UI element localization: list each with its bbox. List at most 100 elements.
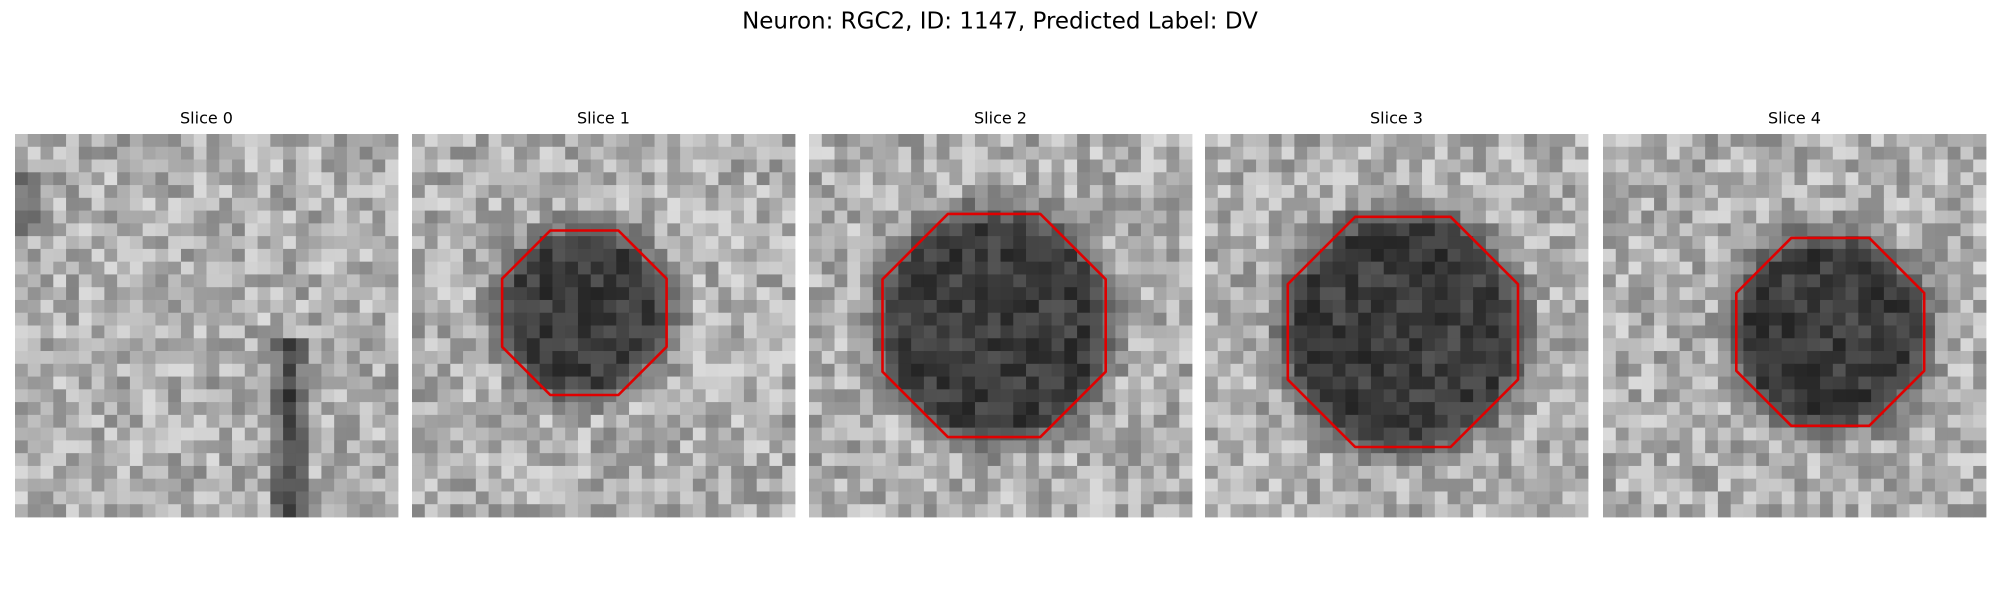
pixel [27, 465, 41, 480]
pixel [155, 185, 169, 199]
contour [1735, 236, 1926, 428]
pixel [1498, 402, 1512, 416]
pixel [450, 504, 464, 518]
pixel [974, 274, 989, 288]
pixel [629, 440, 643, 454]
pixel [1536, 197, 1551, 211]
pixel [321, 376, 335, 390]
pixel [155, 376, 169, 390]
pixel [1641, 325, 1655, 339]
pixel [1281, 465, 1295, 480]
panel-title: Slice 1 [577, 109, 630, 128]
pixel [731, 197, 745, 211]
pixel [15, 440, 29, 454]
pixel [809, 172, 823, 186]
pixel [1743, 414, 1757, 429]
pixel [1692, 491, 1706, 505]
pixel [1460, 287, 1474, 301]
pixel [769, 223, 783, 237]
pixel [1756, 427, 1770, 441]
pixel [1345, 414, 1359, 429]
pixel [526, 312, 541, 326]
pixel [1717, 299, 1732, 314]
pixel [1832, 274, 1846, 288]
pixel [1217, 299, 1231, 314]
pixel [1038, 363, 1052, 377]
pixel [898, 478, 912, 492]
pixel [232, 223, 246, 237]
pixel [1179, 504, 1193, 518]
pixel [1909, 363, 1923, 377]
pixel [1358, 146, 1372, 160]
pixel [526, 159, 541, 173]
pixel [654, 185, 668, 199]
pixel [1730, 478, 1744, 492]
pixel [1370, 504, 1385, 518]
pixel [1524, 453, 1538, 467]
pixel [27, 427, 41, 441]
pixel [821, 325, 835, 339]
pixel [1153, 287, 1167, 301]
pixel [1358, 261, 1372, 275]
pixel [385, 146, 399, 160]
pixel [1447, 325, 1461, 339]
pixel [1511, 453, 1525, 467]
pixel [321, 248, 335, 263]
pixel [1549, 172, 1563, 186]
pixel [705, 134, 719, 148]
pixel [565, 376, 579, 390]
pixel [667, 325, 681, 339]
pixel [1628, 504, 1642, 518]
pixel [514, 325, 528, 339]
pixel [1743, 185, 1757, 199]
pixel [1051, 363, 1065, 377]
pixel [1089, 427, 1104, 441]
pixel [1641, 491, 1655, 505]
pixel [1756, 312, 1770, 326]
pixel [1973, 172, 1987, 186]
pixel [257, 248, 271, 263]
pixel [346, 236, 361, 250]
pixel [743, 351, 758, 365]
pixel [809, 248, 823, 263]
pixel [1307, 478, 1321, 492]
pixel [1909, 389, 1923, 403]
pixel [1575, 363, 1589, 377]
pixel [743, 338, 758, 352]
pixel [1717, 504, 1732, 518]
pixel [1641, 146, 1655, 160]
pixel [577, 504, 592, 518]
pixel [219, 389, 233, 403]
pixel [847, 197, 861, 211]
pixel [1909, 325, 1923, 339]
pixel [1536, 223, 1551, 237]
pixel [437, 210, 451, 224]
pixel [1883, 389, 1898, 403]
pixel [847, 491, 861, 505]
pixel [1485, 402, 1500, 416]
pixel [974, 325, 989, 339]
pixel [1243, 248, 1257, 263]
pixel [1641, 414, 1655, 429]
pixel [1603, 478, 1617, 492]
pixel [1666, 236, 1680, 250]
pixel [654, 223, 668, 237]
pixel [1562, 299, 1576, 314]
pixel [565, 287, 579, 301]
pixel [1166, 338, 1180, 352]
pixel [104, 491, 118, 505]
pixel [219, 134, 233, 148]
pixel [987, 453, 1001, 467]
pixel [782, 478, 796, 492]
pixel [1922, 427, 1936, 441]
pixel [463, 274, 477, 288]
pixel [1883, 491, 1898, 505]
pixel [1679, 159, 1693, 173]
pixel [475, 376, 489, 390]
pixel [1089, 287, 1104, 301]
pixel [552, 338, 566, 352]
pixel [1871, 491, 1885, 505]
pixel [129, 402, 144, 416]
pixel [667, 351, 681, 365]
pixel [654, 248, 668, 263]
